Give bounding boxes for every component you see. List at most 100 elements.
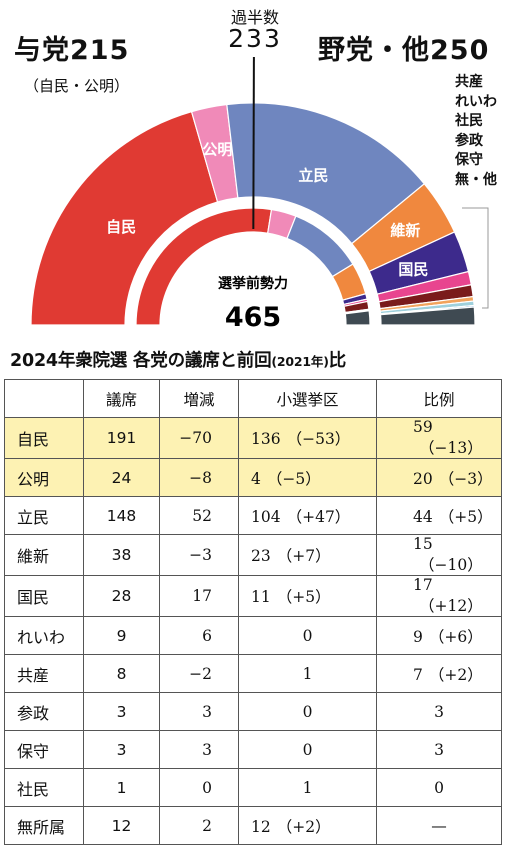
inner-ring-pre-election-seats [135, 207, 371, 326]
pr-value: 17 [413, 576, 433, 594]
smd-cell: 23 （+7） [238, 534, 377, 576]
smd-value: 23 [251, 547, 271, 565]
smd-cell: 12 （+2） [238, 806, 377, 845]
outer-ring-current-seats [30, 102, 476, 326]
outer-label-1: 公明 [202, 141, 232, 159]
smd-cell: 0 [238, 616, 377, 655]
others-item-2: 社民 [455, 113, 483, 129]
outer-slice-10 [379, 306, 476, 326]
smd-change: （−53） [286, 430, 351, 448]
smd-value: 136 [251, 430, 281, 448]
pr-cell: — [376, 806, 502, 845]
pr-cell: 9 （+6） [376, 616, 502, 655]
pr-value: 7 [413, 665, 423, 684]
seat-change: 3 [159, 692, 239, 731]
pr-change: （+12） [419, 597, 483, 615]
majority-label: 過半数 [230, 8, 279, 27]
pr-value: 15 [413, 535, 433, 553]
seat-change: −3 [159, 534, 239, 576]
table-row: 国民 28 17 11 （+5） 17（+12） [4, 575, 502, 617]
seat-count: 1 [83, 768, 160, 807]
outer-slice-0 [30, 110, 219, 326]
smd-value: 104 [251, 507, 281, 526]
majority-line [252, 56, 255, 230]
smd-cell: 104 （+47） [238, 496, 377, 535]
smd-value: 4 [251, 469, 261, 488]
seat-change: 52 [159, 496, 239, 535]
seat-change: −2 [159, 654, 239, 693]
pr-value: 9 [413, 627, 423, 646]
others-party-list: 共産 れいわ 社民 参政 保守 無・他 [455, 73, 497, 190]
smd-value: 11 [251, 588, 271, 606]
seat-change: 2 [159, 806, 239, 845]
others-item-3: 参政 [455, 132, 483, 149]
seat-count: 3 [83, 730, 160, 769]
table-row: 社民 1 0 1 0 [4, 768, 502, 807]
smd-cell: 1 [238, 768, 377, 807]
seat-table: 議席 増減 小選挙区 比例 自民 191 −70 136 （−53） 59（−13） 公明 2… [4, 379, 502, 845]
party-name: 参政 [4, 692, 84, 731]
smd-change: （+2） [276, 817, 331, 836]
seat-count: 28 [83, 575, 160, 617]
seat-count: 148 [83, 496, 160, 535]
pr-value: 20 [413, 469, 433, 488]
outer-label-0: 自民 [106, 218, 136, 236]
smd-cell: 136 （−53） [238, 417, 377, 459]
pr-cell: 20 （−3） [376, 458, 502, 497]
smd-cell: 0 [238, 730, 377, 769]
pr-value: 59 [413, 418, 433, 436]
table-title: 2024年衆院選 各党の議席と前回(2021年)比 [10, 351, 347, 371]
smd-cell: 0 [238, 692, 377, 731]
party-name: 無所属 [4, 806, 84, 845]
seat-count: 12 [83, 806, 160, 845]
seat-change: 0 [159, 768, 239, 807]
others-bracket [462, 207, 489, 309]
seat-count: 9 [83, 616, 160, 655]
seat-count: 8 [83, 654, 160, 693]
col-header-seats: 議席 [83, 379, 160, 418]
pr-change: （+2） [428, 665, 483, 684]
col-header-change: 増減 [159, 379, 239, 418]
table-row: 自民 191 −70 136 （−53） 59 （−13） [4, 417, 502, 459]
party-name: 社民 [4, 768, 84, 807]
table-row: れいわ 9 6 0 9 （+6） [4, 616, 502, 655]
inner-total-label: 選挙前勢力 [218, 275, 288, 292]
pr-value: 44 [413, 507, 433, 526]
seat-count: 3 [83, 692, 160, 731]
others-item-0: 共産 [455, 74, 483, 90]
col-header-party [4, 379, 84, 418]
inner-total-value: 465 [225, 302, 281, 333]
pr-cell: 59 （−13） [376, 417, 502, 459]
party-name: れいわ [4, 616, 84, 655]
party-name: 自民 [4, 417, 84, 459]
pr-change: （−10） [419, 556, 483, 574]
smd-cell: 1 [238, 654, 377, 693]
seat-count: 191 [83, 417, 160, 459]
others-item-4: 保守 [455, 152, 483, 168]
smd-change: （+5） [276, 588, 331, 606]
seat-change: 17 [159, 575, 239, 617]
outer-label-2: 立民 [298, 167, 328, 185]
col-header-pr: 比例 [376, 379, 502, 418]
outer-label-4: 国民 [398, 261, 428, 279]
table-row: 共産 8 −2 1 7 （+2） [4, 654, 502, 693]
table-row: 立民 148 52 104 （+47） 44 （+5） [4, 496, 502, 535]
party-name: 公明 [4, 458, 84, 497]
table-row: 無所属 12 2 12 （+2） — [4, 806, 502, 845]
smd-change: （−5） [266, 469, 321, 488]
party-name: 保守 [4, 730, 84, 769]
pr-cell: 44 （+5） [376, 496, 502, 535]
pr-change: （−13） [419, 439, 483, 457]
table-row: 公明 24 −8 4 （−5） 20 （−3） [4, 458, 502, 497]
party-name: 共産 [4, 654, 84, 693]
seat-change: 3 [159, 730, 239, 769]
pr-cell: 17 （+12） [376, 575, 502, 617]
pr-cell: 15 （−10） [376, 534, 502, 576]
others-item-5: 無・他 [455, 171, 497, 188]
table-row: 維新 38 −3 23 （+7） 15 （−10） [4, 534, 502, 576]
ruling-bloc-subtitle: （自民・公明） [24, 77, 130, 95]
pr-cell: 3 [376, 730, 502, 769]
smd-cell: 11 （+5） [238, 575, 377, 617]
